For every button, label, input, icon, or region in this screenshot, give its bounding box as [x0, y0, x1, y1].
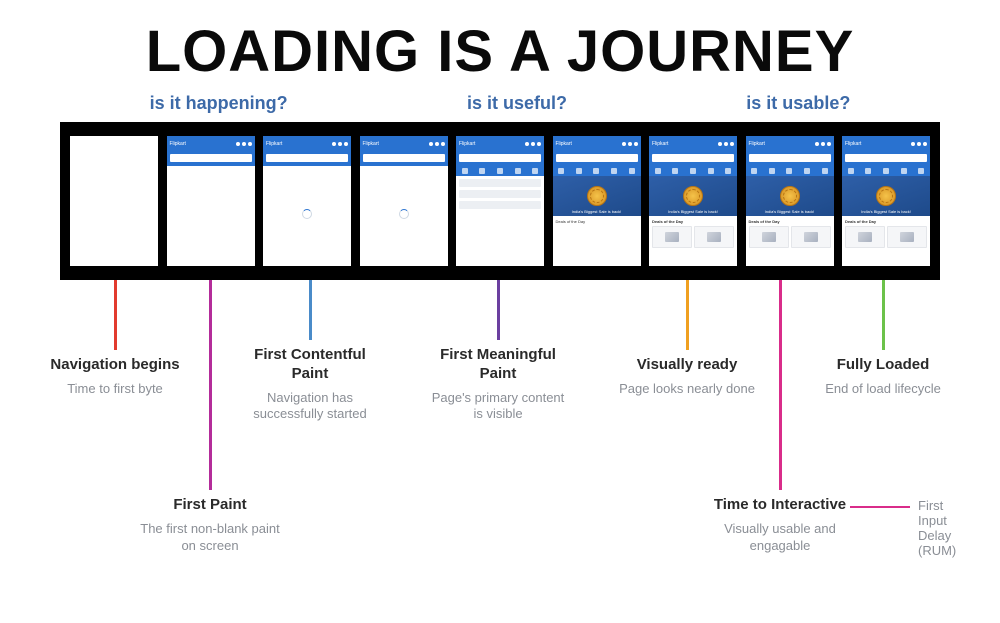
fid-label: First Input Delay (RUM) — [918, 498, 956, 558]
marker-desc: Page's primary content is visible — [428, 390, 568, 424]
marker-title: Time to Interactive — [710, 496, 850, 515]
filmstrip-frame: Flipkart — [456, 136, 544, 266]
marker-title: First Contentful Paint — [240, 346, 380, 384]
marker-fcp: First Contentful Paint Navigation has suc… — [240, 280, 380, 423]
marker-fmp: First Meaningful Paint Page's primary con… — [428, 280, 568, 423]
marker-title: First Paint — [140, 496, 280, 515]
question-useful: is it useful? — [467, 93, 567, 114]
marker-fully-loaded: Fully Loaded End of load lifecycle — [813, 280, 953, 398]
marker-title: Fully Loaded — [813, 356, 953, 375]
filmstrip-frame: FlipkartIndia's Biggest Sale is back!Dea… — [842, 136, 930, 266]
question-usable: is it usable? — [746, 93, 850, 114]
filmstrip: FlipkartFlipkartFlipkartFlipkartFlipkart… — [60, 122, 940, 280]
fid-connector — [850, 506, 910, 508]
markers-area: Navigation beginsTime to first byteFirst… — [60, 280, 940, 610]
marker-title: First Meaningful Paint — [428, 346, 568, 384]
filmstrip-frame: FlipkartIndia's Biggest Sale is back!Dea… — [746, 136, 834, 266]
filmstrip-frame: Flipkart — [360, 136, 448, 266]
page-title: LOADING IS A JOURNEY — [0, 18, 1000, 85]
marker-desc: Navigation has successfully started — [240, 390, 380, 424]
question-happening: is it happening? — [150, 93, 288, 114]
filmstrip-frame: Flipkart — [263, 136, 351, 266]
filmstrip-frame: FlipkartIndia's Biggest Sale is back!Dea… — [649, 136, 737, 266]
questions-row: is it happening? is it useful? is it usa… — [0, 93, 1000, 114]
marker-desc: Visually usable and engagable — [710, 521, 850, 555]
filmstrip-frame — [70, 136, 158, 266]
filmstrip-frame: Flipkart — [167, 136, 255, 266]
marker-desc: End of load lifecycle — [813, 381, 953, 398]
filmstrip-frame: FlipkartIndia's Biggest Sale is back!Dea… — [553, 136, 641, 266]
marker-desc: The first non-blank paint on screen — [140, 521, 280, 555]
